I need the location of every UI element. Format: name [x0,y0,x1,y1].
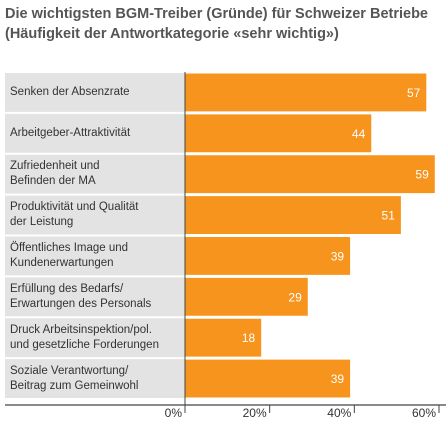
value-label: 51 [382,209,396,223]
row-background [5,318,185,358]
row-background [5,113,185,153]
bar [185,196,401,234]
y-tick-label: Produktivität und Qualität der Leistung [10,201,139,229]
value-label: 44 [352,127,366,141]
row-background [5,73,185,112]
bar [185,114,372,153]
row-background [5,236,185,276]
value-label: 29 [288,290,302,304]
bar [185,277,308,316]
x-tick-label: 0% [165,406,183,420]
x-tick-label: 20% [243,406,267,420]
row-background [5,359,185,398]
y-tick-label: Druck Arbeitsinspektion/pol. und gesetzl… [10,323,159,351]
bar [185,237,351,275]
x-tick-label: 40% [327,406,351,420]
bar [185,359,351,398]
bar [185,155,435,194]
value-label: 39 [331,249,345,263]
y-tick-label: Öffentliches Image und Kundenerwartungen [10,241,129,269]
bar [185,73,427,112]
value-label: 57 [407,86,421,100]
value-label: 18 [242,331,256,345]
row-background [5,154,185,194]
x-tick-label: 60% [412,406,436,420]
y-tick-label: Senken der Absenzrate [10,85,130,98]
row-background [5,195,185,235]
y-tick-label: Soziale Verantwortung/ Beitrag zum Gemei… [10,364,139,392]
bar [185,318,262,357]
value-label: 59 [415,168,429,182]
value-label: 39 [331,372,345,386]
y-tick-label: Zufriedenheit und Befinden der MA [10,160,100,188]
y-tick-label: Arbeitgeber-Attraktivität [10,126,131,139]
row-background [5,277,185,317]
y-tick-label: Erfüllung des Bedarfs/ Erwartungen des P… [10,282,152,310]
chart-title: Die wichtigsten BGM-Treiber (Gründe) für… [5,6,428,42]
